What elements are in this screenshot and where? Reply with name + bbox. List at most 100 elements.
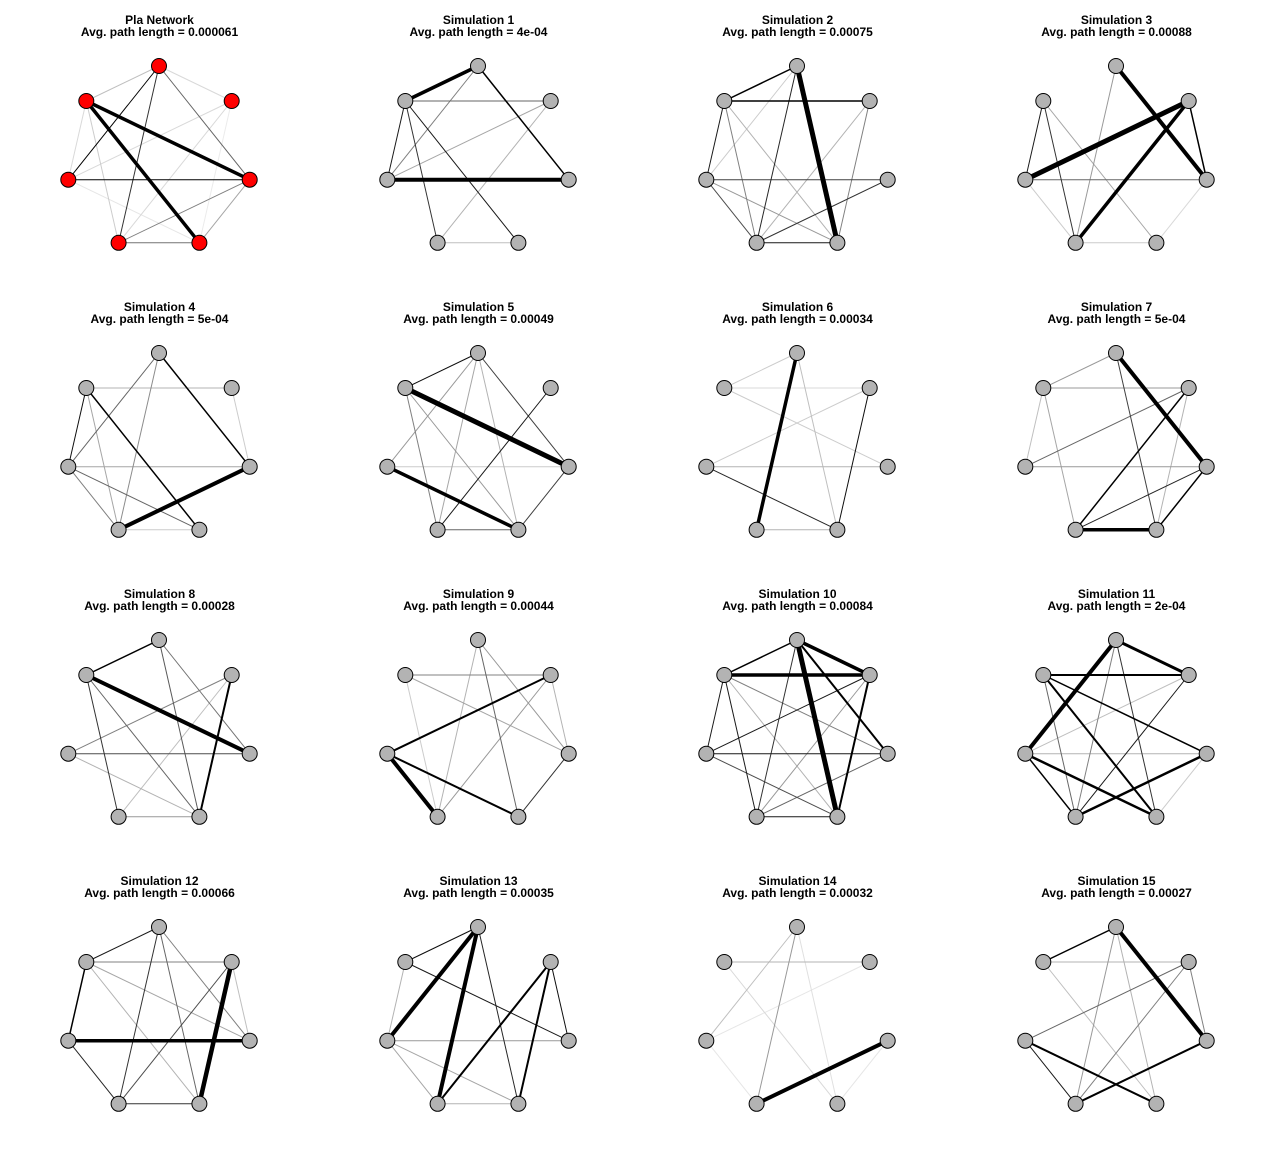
network-edge xyxy=(67,466,120,531)
network-edge xyxy=(1115,352,1157,531)
panel-path-length: Avg. path length = 0.00075 xyxy=(722,25,873,39)
network-edge xyxy=(1024,387,1044,468)
network-edge xyxy=(1114,64,1209,182)
network-edge xyxy=(404,961,570,1042)
network-edge xyxy=(85,387,120,531)
network-edge xyxy=(756,753,889,818)
network-edge xyxy=(386,352,479,468)
network-node xyxy=(60,458,77,475)
network-edge xyxy=(1075,674,1190,818)
network-panel: Simulation 6 Avg. path length = 0.00034 xyxy=(638,287,957,574)
network-edge xyxy=(1024,1040,1077,1105)
network-edge xyxy=(705,674,871,755)
network-node xyxy=(789,58,805,74)
network-edge xyxy=(197,959,234,1107)
network-edge xyxy=(386,961,406,1042)
panel-title: Simulation 5 xyxy=(442,300,515,314)
network-edge xyxy=(1155,387,1190,531)
network-edge xyxy=(85,387,201,531)
network-node xyxy=(470,919,486,935)
network-edge xyxy=(1075,466,1208,531)
network-node xyxy=(110,1095,127,1112)
network-node xyxy=(829,521,846,538)
network-node xyxy=(223,380,240,396)
network-edge xyxy=(795,638,872,677)
network-edge xyxy=(118,352,160,531)
network-node xyxy=(429,1095,446,1112)
network-edge xyxy=(796,352,838,531)
network-panel: Simulation 2 Avg. path length = 0.00075 xyxy=(638,0,957,287)
network-node xyxy=(241,171,258,188)
network-edge xyxy=(404,674,439,818)
network-node xyxy=(510,521,527,538)
network-node xyxy=(151,58,167,74)
network-node xyxy=(716,667,733,683)
network-node xyxy=(542,93,559,109)
network-node xyxy=(789,919,805,935)
network-node xyxy=(789,345,805,361)
network-node xyxy=(879,745,896,762)
panel-path-length: Avg. path length = 0.00035 xyxy=(403,886,554,900)
network-graph xyxy=(1017,58,1215,251)
network-node xyxy=(151,919,167,935)
network-edge xyxy=(705,926,798,1042)
network-node xyxy=(1108,345,1124,361)
panel-path-length: Avg. path length = 0.00066 xyxy=(84,886,235,900)
network-node xyxy=(60,745,77,762)
network-node xyxy=(1198,1032,1215,1049)
network-node xyxy=(397,93,414,109)
network-node xyxy=(429,234,446,251)
network-edge xyxy=(1074,387,1190,531)
network-node xyxy=(748,521,765,538)
network-edge xyxy=(404,926,479,963)
network-edge xyxy=(85,926,160,963)
network-edge xyxy=(118,674,233,818)
network-edge xyxy=(403,64,480,103)
network-edge xyxy=(1155,753,1208,818)
network-edge xyxy=(477,639,519,818)
network-edge xyxy=(1075,639,1117,818)
panel-title: Pla Network xyxy=(125,13,194,27)
network-node xyxy=(241,458,258,475)
network-node xyxy=(1067,234,1084,251)
network-edge xyxy=(756,179,889,244)
network-node xyxy=(223,954,240,970)
panel-title: Simulation 12 xyxy=(120,874,199,888)
network-edge xyxy=(116,464,252,532)
network-edge xyxy=(84,99,252,182)
network-node xyxy=(542,380,559,396)
network-edge xyxy=(85,674,200,818)
network-panel: Simulation 7 Avg. path length = 5e-04 xyxy=(957,287,1276,574)
network-node xyxy=(78,380,95,396)
network-edge xyxy=(118,100,233,244)
network-edge xyxy=(723,674,838,818)
network-edge xyxy=(1024,387,1190,468)
network-edge xyxy=(1042,352,1117,389)
network-edge xyxy=(705,65,798,181)
network-node xyxy=(241,1032,258,1049)
network-node xyxy=(560,1032,577,1049)
network-panel: Simulation 14 Avg. path length = 0.00032 xyxy=(638,861,957,1148)
network-node xyxy=(1035,380,1052,396)
network-edge xyxy=(1114,638,1191,677)
network-edge xyxy=(1074,752,1208,819)
network-edge xyxy=(1024,752,1158,819)
network-node xyxy=(1180,380,1197,396)
network-node xyxy=(1108,58,1124,74)
network-graph xyxy=(698,345,896,538)
network-node xyxy=(1180,667,1197,683)
network-edge xyxy=(477,352,519,531)
network-node xyxy=(560,458,577,475)
network-node xyxy=(1148,1095,1165,1112)
network-node xyxy=(223,93,240,109)
network-edge xyxy=(404,674,570,755)
network-edge xyxy=(67,961,88,1042)
network-edge xyxy=(723,961,838,1105)
network-node xyxy=(1180,93,1197,109)
network-graph xyxy=(1017,632,1215,825)
panel-title: Simulation 11 xyxy=(1077,587,1156,601)
network-edge xyxy=(198,100,233,244)
network-node xyxy=(698,458,715,475)
network-node xyxy=(1198,745,1215,762)
network-edge xyxy=(437,352,479,531)
